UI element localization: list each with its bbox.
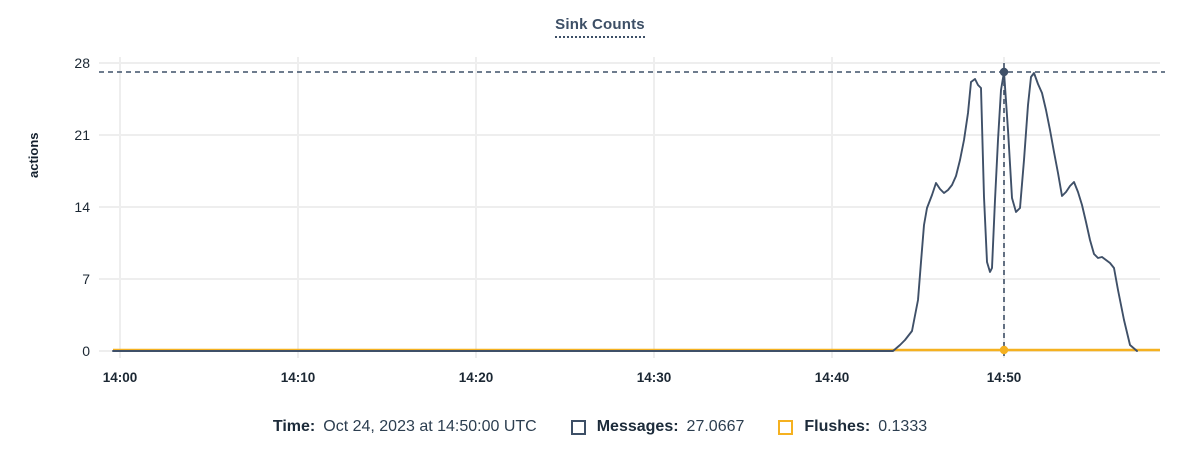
crosshair-point-messages bbox=[999, 67, 1009, 77]
time-label: Time: bbox=[272, 418, 316, 435]
x-tick-label: 14:50 bbox=[987, 370, 1022, 385]
legend-item-time: Time: Oct 24, 2023 at 14:50:00 UTC bbox=[273, 418, 537, 436]
y-tick-label: 0 bbox=[82, 343, 90, 359]
y-axis-ticks: 28 21 14 7 0 bbox=[74, 55, 90, 359]
legend-swatch-messages-icon bbox=[570, 419, 586, 435]
y-tick-label: 7 bbox=[82, 271, 90, 287]
legend-swatch-flushes-icon bbox=[778, 419, 794, 435]
y-tick-label: 28 bbox=[74, 55, 90, 71]
messages-label: Messages: bbox=[596, 418, 679, 435]
x-axis-ticks: 14:00 14:10 14:20 14:30 14:40 14:50 bbox=[103, 370, 1022, 385]
x-tick-label: 14:00 bbox=[103, 370, 138, 385]
x-tick-label: 14:20 bbox=[459, 370, 494, 385]
messages-value: 27.0667 bbox=[686, 418, 745, 435]
legend-item-flushes[interactable]: Flushes: 0.1333 bbox=[778, 418, 927, 436]
crosshair-point-flushes bbox=[999, 345, 1009, 355]
x-tick-label: 14:40 bbox=[815, 370, 850, 385]
series-line-messages bbox=[112, 71, 1138, 352]
chart-title-text: Sink Counts bbox=[555, 16, 645, 38]
y-tick-label: 14 bbox=[74, 199, 90, 215]
plot-svg[interactable]: 28 21 14 7 0 14:00 14:10 14:20 14:30 14:… bbox=[0, 0, 1200, 400]
flushes-value: 0.1333 bbox=[878, 418, 928, 435]
plot-area[interactable]: 28 21 14 7 0 14:00 14:10 14:20 14:30 14:… bbox=[0, 0, 1200, 400]
time-value: Oct 24, 2023 at 14:50:00 UTC bbox=[323, 418, 537, 435]
chart-title: Sink Counts bbox=[0, 16, 1200, 38]
x-tick-label: 14:30 bbox=[637, 370, 672, 385]
legend-item-messages[interactable]: Messages: 27.0667 bbox=[570, 418, 745, 436]
y-tick-label: 21 bbox=[74, 127, 90, 143]
flushes-label: Flushes: bbox=[804, 418, 871, 435]
tooltip-legend-bar: Time: Oct 24, 2023 at 14:50:00 UTC Messa… bbox=[0, 418, 1200, 436]
x-tick-label: 14:10 bbox=[281, 370, 316, 385]
